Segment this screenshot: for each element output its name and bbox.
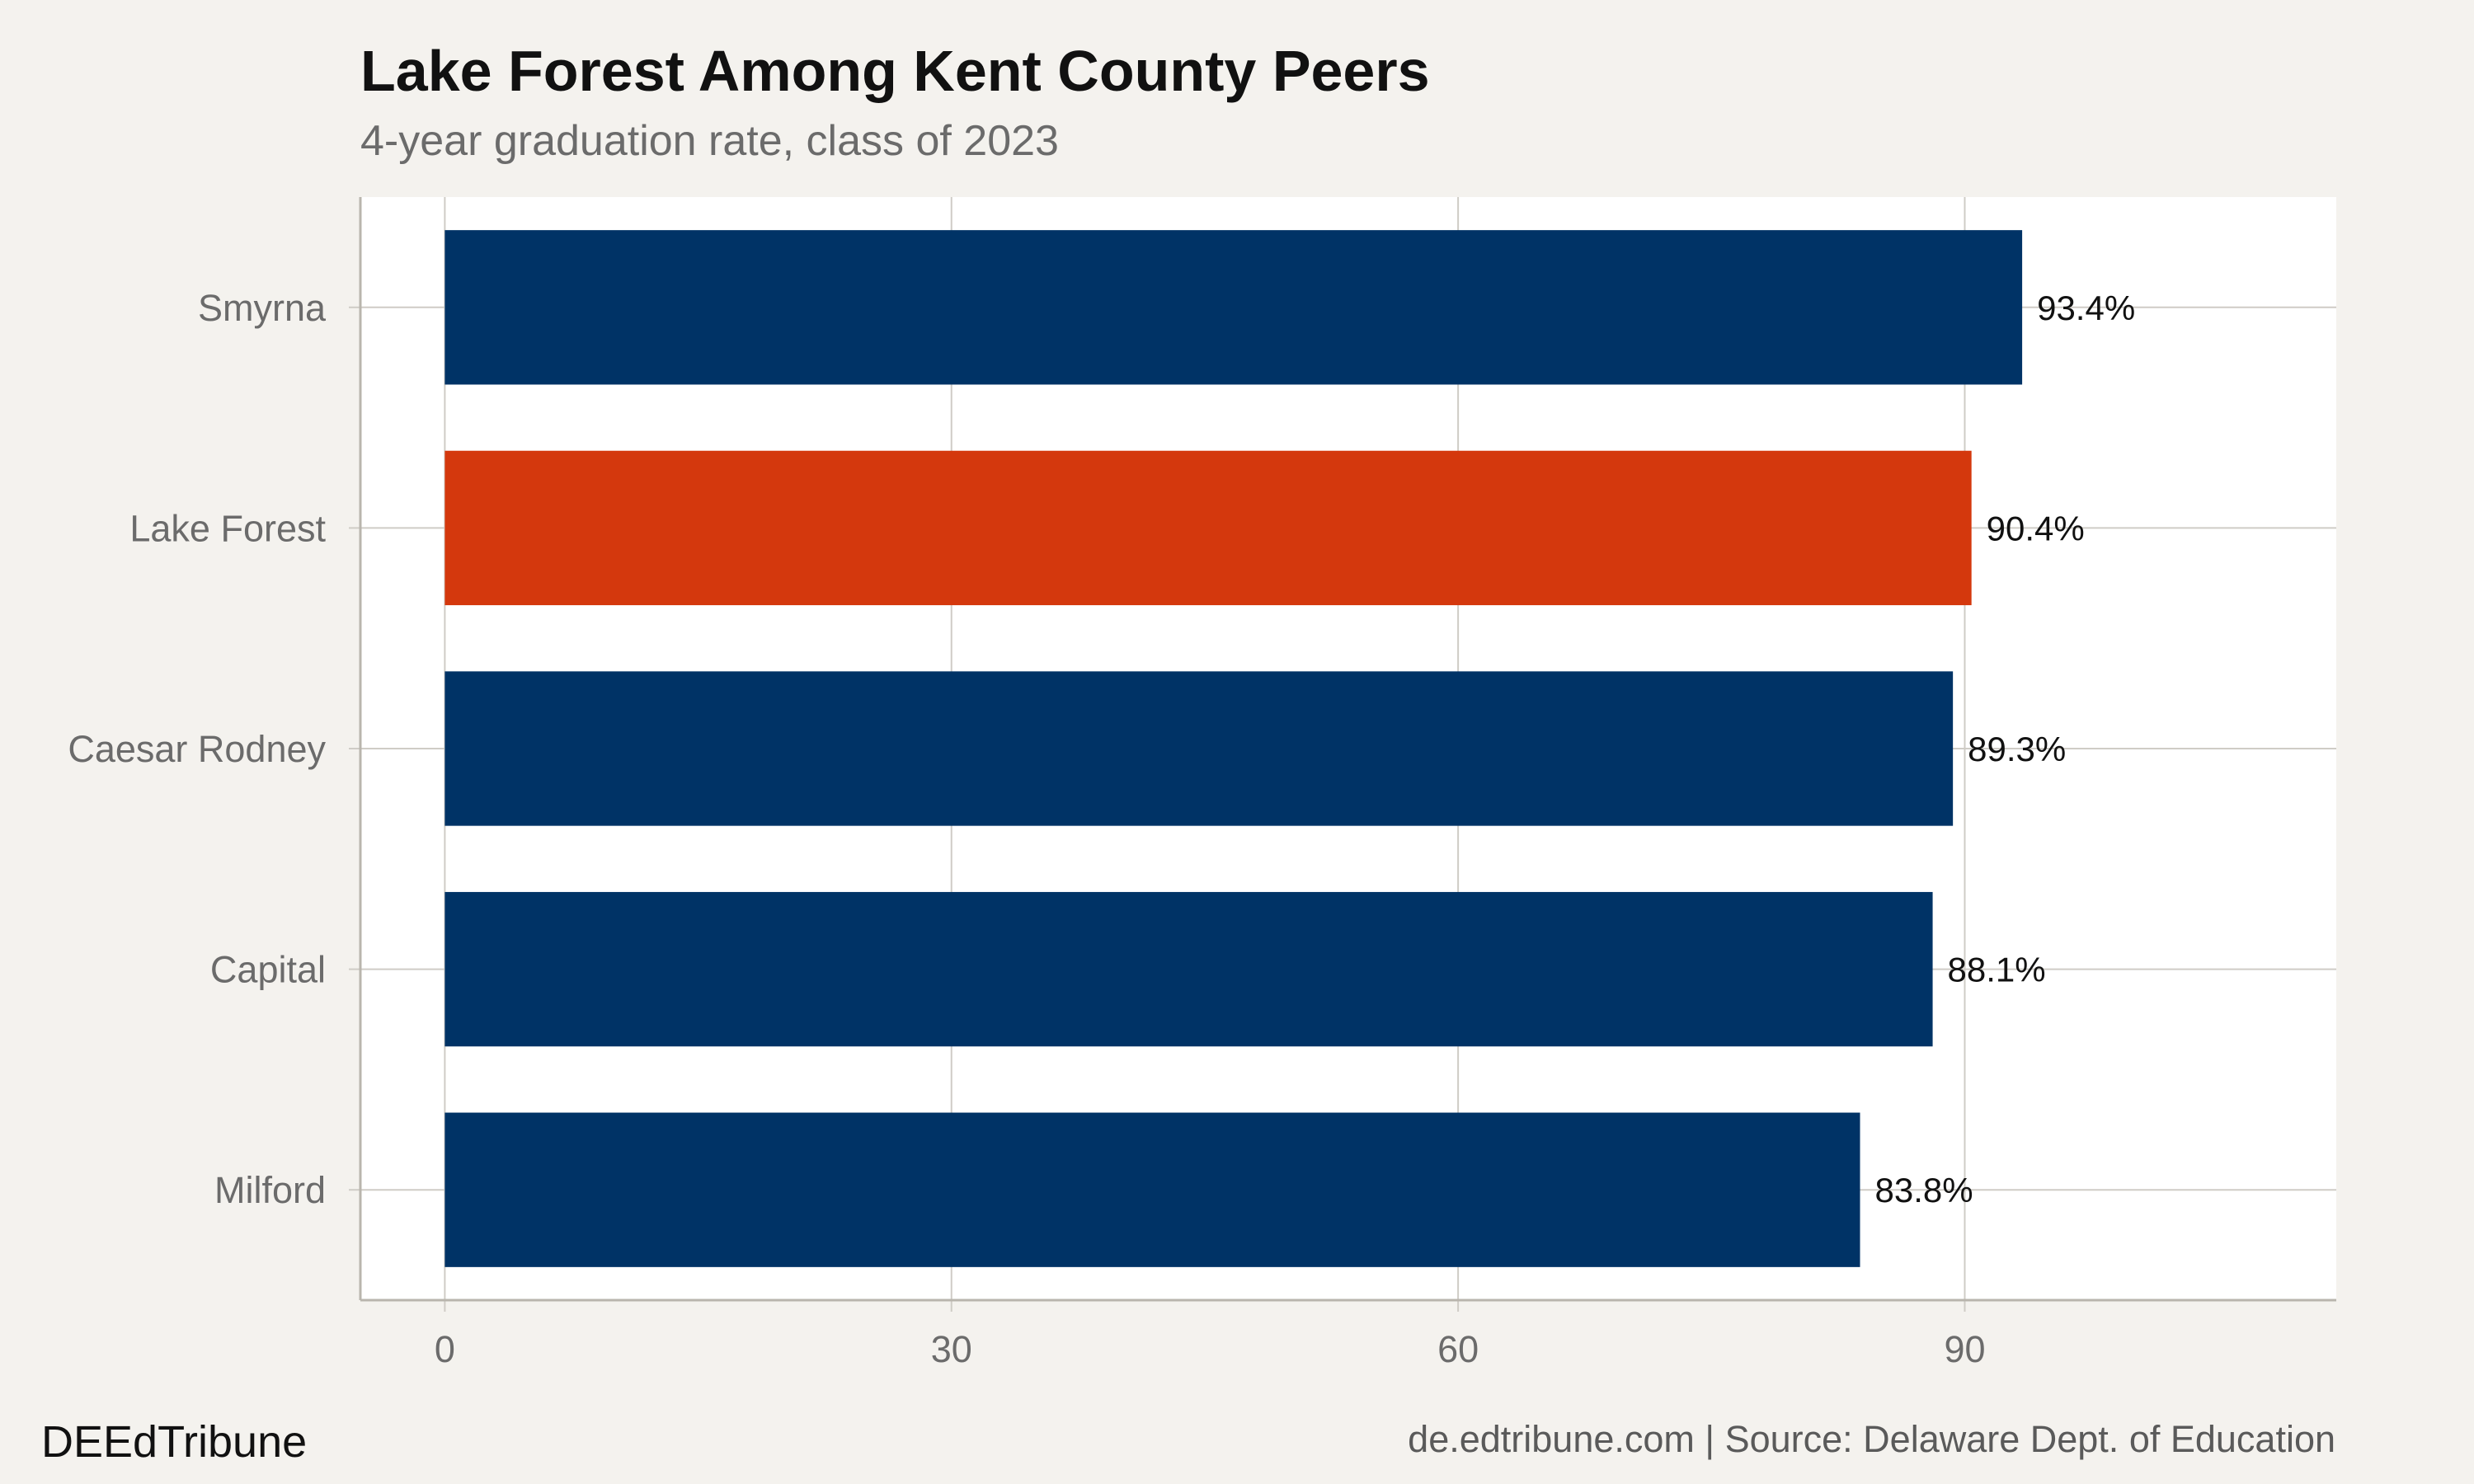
bar-value-label: 93.4% (2037, 289, 2135, 327)
bar-smyrna (444, 230, 2023, 385)
source-credit: de.edtribune.com | Source: Delaware Dept… (1408, 1418, 2335, 1460)
bar-value-label: 83.8% (1875, 1171, 1973, 1209)
x-tick-label: 90 (1944, 1328, 1985, 1370)
y-tick-label: Caesar Rodney (68, 728, 326, 770)
chart-subtitle: 4-year graduation rate, class of 2023 (360, 117, 1059, 165)
bar-milford (444, 1112, 1860, 1267)
bar-value-label: 90.4% (1987, 509, 2085, 547)
y-tick-label: Smyrna (198, 287, 327, 329)
bar-value-label: 88.1% (1948, 951, 2046, 989)
bar-capital (444, 891, 1933, 1047)
x-tick-label: 60 (1437, 1328, 1479, 1370)
bar-value-label: 89.3% (1968, 730, 2066, 768)
y-tick-label: Capital (210, 949, 326, 991)
chart-title: Lake Forest Among Kent County Peers (360, 39, 1430, 103)
bar-lake-forest (444, 450, 1972, 606)
bar-caesar-rodney (444, 671, 1954, 826)
brand-logo-text: DEEdTribune (41, 1417, 308, 1467)
y-tick-label: Milford (214, 1169, 326, 1211)
x-tick-label: 30 (931, 1328, 972, 1370)
y-tick-label: Lake Forest (129, 507, 326, 549)
x-tick-label: 0 (435, 1328, 455, 1370)
